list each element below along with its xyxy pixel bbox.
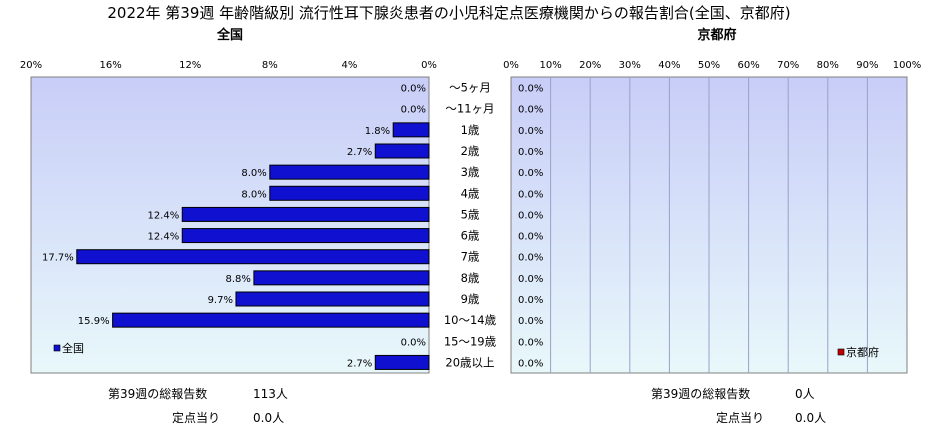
- data-label-national: 2.7%: [347, 147, 372, 158]
- legend-kyoto: 京都府: [837, 345, 879, 359]
- data-label-national: 12.4%: [147, 210, 179, 221]
- data-label-kyoto: 0.0%: [518, 274, 543, 285]
- data-label-national: 9.7%: [208, 295, 233, 306]
- category-label: 15～19歳: [444, 334, 497, 348]
- data-label-national: 8.8%: [225, 274, 250, 285]
- data-label-kyoto: 0.0%: [518, 337, 543, 348]
- x-axis-ticks-national: 20% 16% 12% 8% 4% 0%: [20, 60, 437, 71]
- x-tick-label-national: 20%: [20, 60, 42, 71]
- x-tick-label-kyoto: 100%: [893, 60, 922, 71]
- summary-national: 第39週の総報告数 113人 定点当り 0.0人: [108, 386, 288, 425]
- x-tick-label-kyoto: 80%: [817, 60, 839, 71]
- category-label: 10～14歳: [444, 313, 497, 327]
- legend-swatch-national: [53, 344, 61, 352]
- bar-national: [181, 228, 430, 244]
- data-label-kyoto: 0.0%: [518, 105, 543, 116]
- summary-kyoto: 第39週の総報告数 0人 定点当り 0.0人: [651, 386, 826, 425]
- data-label-kyoto: 0.0%: [518, 168, 543, 179]
- category-label: ～5ヶ月: [449, 81, 491, 95]
- bar-national: [392, 122, 430, 138]
- data-label-kyoto: 0.0%: [518, 210, 543, 221]
- x-tick-label-kyoto: 90%: [856, 60, 878, 71]
- category-label: 9歳: [461, 292, 480, 306]
- bar-national: [253, 270, 430, 286]
- data-label-national: 17.7%: [42, 253, 74, 264]
- gridlines-kyoto: [550, 77, 868, 373]
- x-tick-label-kyoto: 60%: [737, 60, 759, 71]
- panel-title-kyoto: 京都府: [697, 27, 736, 43]
- category-label: 20歳以上: [445, 355, 494, 369]
- data-labels-national: 0.0% 0.0% 1.8% 2.7% 8.0% 8.0% 12.4% 12.4% 17.7% 8…: [42, 84, 426, 370]
- data-label-kyoto: 0.0%: [518, 126, 543, 137]
- data-label-kyoto: 0.0%: [518, 84, 543, 95]
- bar-national: [374, 143, 430, 159]
- data-label-national: 0.0%: [401, 105, 426, 116]
- data-label-kyoto: 0.0%: [518, 295, 543, 306]
- data-label-kyoto: 0.0%: [518, 316, 543, 327]
- x-tick-label-kyoto: 10%: [539, 60, 561, 71]
- bar-national: [235, 291, 430, 307]
- data-label-national: 0.0%: [401, 84, 426, 95]
- legend-national: 全国: [53, 341, 84, 355]
- x-tick-label-kyoto: 20%: [579, 60, 601, 71]
- data-label-kyoto: 0.0%: [518, 189, 543, 200]
- data-label-national: 8.0%: [241, 168, 266, 179]
- bar-national: [181, 206, 430, 222]
- panel-title-national: 全国: [216, 27, 243, 43]
- bar-national: [112, 312, 430, 328]
- x-tick-label-national: 8%: [262, 60, 278, 71]
- category-label: 1歳: [461, 123, 480, 137]
- bars-national: [76, 122, 430, 370]
- data-label-national: 0.0%: [401, 337, 426, 348]
- x-tick-label-kyoto: 40%: [658, 60, 680, 71]
- data-label-national: 15.9%: [78, 316, 110, 327]
- data-labels-kyoto: 0.0% 0.0% 0.0% 0.0% 0.0% 0.0% 0.0% 0.0% 0.0% 0.0%…: [518, 84, 543, 370]
- summary-total-label-kyoto: 第39週の総報告数: [651, 386, 750, 401]
- summary-total-label-national: 第39週の総報告数: [108, 386, 207, 401]
- x-tick-label-national: 0%: [421, 60, 437, 71]
- data-label-kyoto: 0.0%: [518, 232, 543, 243]
- x-axis-ticks-kyoto: 0% 10% 20% 30% 40% 50% 60% 70% 80% 90% 100%: [503, 60, 921, 71]
- category-label: ～11ヶ月: [445, 102, 494, 116]
- data-label-kyoto: 0.0%: [518, 358, 543, 369]
- x-tick-label-kyoto: 70%: [777, 60, 799, 71]
- bar-national: [76, 249, 430, 265]
- x-tick-label-kyoto: 30%: [619, 60, 641, 71]
- category-label: 8歳: [461, 271, 480, 285]
- data-label-national: 1.8%: [365, 126, 390, 137]
- x-tick-label-kyoto: 0%: [503, 60, 519, 71]
- summary-total-value-national: 113人: [253, 387, 288, 401]
- data-label-kyoto: 0.0%: [518, 253, 543, 264]
- plot-area-national: [30, 76, 430, 374]
- legend-label-kyoto: 京都府: [846, 345, 879, 359]
- bar-national: [269, 185, 430, 201]
- summary-per-site-label-national: 定点当り: [172, 410, 220, 425]
- x-tick-label-national: 12%: [179, 60, 201, 71]
- summary-total-value-kyoto: 0人: [795, 387, 815, 401]
- category-label: 4歳: [461, 186, 480, 200]
- data-label-national: 12.4%: [147, 232, 179, 243]
- legend-label-national: 全国: [62, 341, 84, 355]
- data-label-kyoto: 0.0%: [518, 147, 543, 158]
- x-tick-label-national: 4%: [341, 60, 357, 71]
- x-tick-label-kyoto: 50%: [698, 60, 720, 71]
- data-label-national: 2.7%: [347, 358, 372, 369]
- summary-per-site-label-kyoto: 定点当り: [716, 410, 764, 425]
- category-labels: ～5ヶ月 ～11ヶ月 1歳 2歳 3歳 4歳 5歳 6歳 7歳 8歳 9歳 10～14歳 15～19歳 2…: [444, 81, 497, 370]
- chart-title: 2022年 第39週 年齢階級別 流行性耳下腺炎患者の小児科定点医療機関からの報…: [107, 4, 790, 22]
- summary-per-site-value-kyoto: 0.0人: [795, 411, 826, 425]
- x-tick-label-national: 16%: [99, 60, 121, 71]
- bar-national: [269, 164, 430, 180]
- legend-swatch-kyoto: [837, 348, 845, 356]
- data-label-national: 8.0%: [241, 189, 266, 200]
- category-label: 2歳: [461, 144, 480, 158]
- bar-national: [374, 354, 430, 370]
- category-label: 6歳: [461, 229, 480, 243]
- category-label: 5歳: [461, 207, 480, 221]
- category-label: 7歳: [461, 250, 480, 264]
- category-label: 3歳: [461, 165, 480, 179]
- summary-per-site-value-national: 0.0人: [253, 411, 284, 425]
